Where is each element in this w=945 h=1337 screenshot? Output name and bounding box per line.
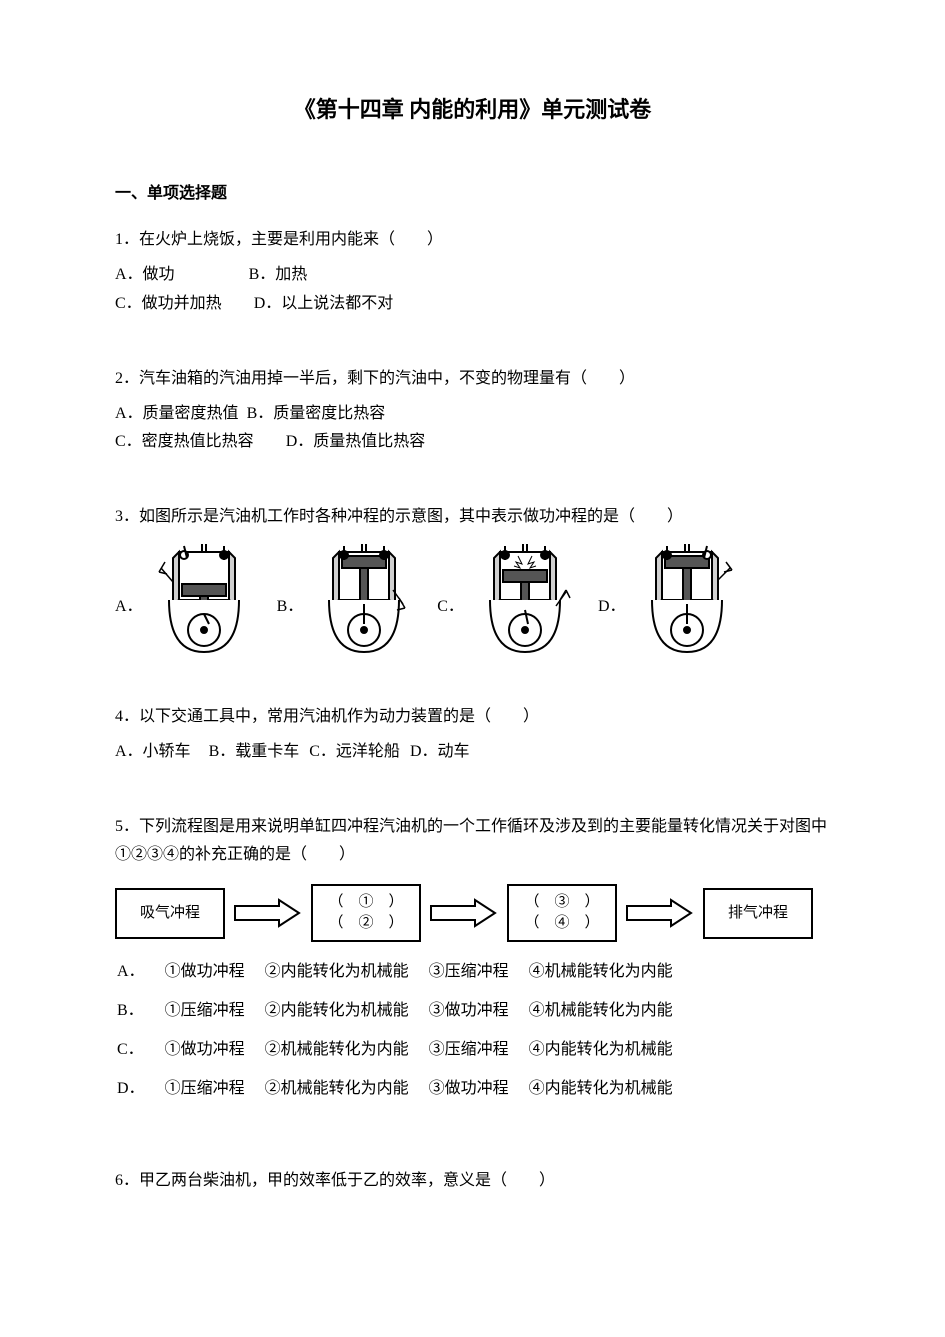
q4-opt-d: D．动车	[410, 738, 470, 767]
q2-opt-d: D．质量热值比热容	[286, 428, 426, 457]
engine-diagram-c-icon	[470, 542, 580, 657]
q5-flowchart: 吸气冲程 （ ① ） （ ② ） （ ③ ） （ ④ ） 排气冲程	[115, 884, 830, 942]
q5-opt-b: B． ①压缩冲程 ②内能转化为机械能 ③做功冲程 ④机械能转化为内能	[117, 997, 691, 1034]
q5-a-3: ③压缩冲程	[429, 958, 527, 995]
flow-box-2: （ ① ） （ ② ）	[311, 884, 421, 942]
q5-c-2: ②机械能转化为内能	[265, 1036, 427, 1073]
section-header-1: 一、单项选择题	[115, 180, 830, 209]
flow-box-1: 吸气冲程	[115, 888, 225, 939]
q2-stem: 2．汽车油箱的汽油用掉一半后，剩下的汽油中，不变的物理量有（ ）	[115, 365, 830, 394]
q3-diagram-row: A． B．	[115, 542, 830, 657]
question-6: 6．甲乙两台柴油机，甲的效率低于乙的效率，意义是（ ）	[115, 1167, 830, 1196]
q5-b-4: ④机械能转化为内能	[529, 997, 691, 1034]
q6-stem: 6．甲乙两台柴油机，甲的效率低于乙的效率，意义是（ ）	[115, 1167, 830, 1196]
q1-opt-c: C．做功并加热	[115, 290, 222, 319]
q5-d-2: ②机械能转化为内能	[265, 1075, 427, 1112]
question-3: 3．如图所示是汽油机工作时各种冲程的示意图，其中表示做功冲程的是（ ） A．	[115, 503, 830, 657]
arrow-right-icon	[429, 898, 499, 928]
q5-c-0: C．	[117, 1036, 163, 1073]
q5-d-1: ①压缩冲程	[165, 1075, 263, 1112]
q5-b-2: ②内能转化为机械能	[265, 997, 427, 1034]
q5-c-1: ①做功冲程	[165, 1036, 263, 1073]
flow-box-2-line2: （ ② ）	[327, 913, 405, 934]
q3-stem: 3．如图所示是汽油机工作时各种冲程的示意图，其中表示做功冲程的是（ ）	[115, 503, 830, 532]
q4-stem: 4．以下交通工具中，常用汽油机作为动力装置的是（ ）	[115, 703, 830, 732]
q1-stem: 1．在火炉上烧饭，主要是利用内能来（ ）	[115, 226, 830, 255]
engine-diagram-b-icon	[309, 542, 419, 657]
q3-opt-c-label: C．	[437, 593, 464, 657]
q5-b-1: ①压缩冲程	[165, 997, 263, 1034]
arrow-right-icon	[233, 898, 303, 928]
q4-opt-b: B．载重卡车	[209, 738, 300, 767]
page-title: 《第十四章 内能的利用》单元测试卷	[115, 90, 830, 130]
q5-options-table: A． ①做功冲程 ②内能转化为机械能 ③压缩冲程 ④机械能转化为内能 B． ①压…	[115, 956, 693, 1113]
q5-b-3: ③做功冲程	[429, 997, 527, 1034]
q5-d-3: ③做功冲程	[429, 1075, 527, 1112]
flow-box-4: 排气冲程	[703, 888, 813, 939]
question-4: 4．以下交通工具中，常用汽油机作为动力装置的是（ ） A．小轿车 B．载重卡车 …	[115, 703, 830, 767]
engine-diagram-d-icon	[632, 542, 742, 657]
flow-box-2-line1: （ ① ）	[327, 892, 405, 913]
question-1: 1．在火炉上烧饭，主要是利用内能来（ ） A．做功 B．加热 C．做功并加热 D…	[115, 226, 830, 318]
q1-opt-d: D．以上说法都不对	[254, 290, 394, 319]
q3-opt-a-label: A．	[115, 593, 143, 657]
q5-stem: 5．下列流程图是用来说明单缸四冲程汽油机的一个工作循环及涉及到的主要能量转化情况…	[115, 813, 830, 871]
question-2: 2．汽车油箱的汽油用掉一半后，剩下的汽油中，不变的物理量有（ ） A．质量密度热…	[115, 365, 830, 457]
q2-opt-a: A．质量密度热值	[115, 400, 239, 429]
q5-d-4: ④内能转化为机械能	[529, 1075, 691, 1112]
arrow-right-icon	[625, 898, 695, 928]
q5-opt-c: C． ①做功冲程 ②机械能转化为内能 ③压缩冲程 ④内能转化为机械能	[117, 1036, 691, 1073]
engine-diagram-a-icon	[149, 542, 259, 657]
q3-opt-d-label: D．	[598, 593, 626, 657]
q5-a-0: A．	[117, 958, 163, 995]
q3-opt-b-label: B．	[277, 593, 304, 657]
q5-c-4: ④内能转化为机械能	[529, 1036, 691, 1073]
q1-opt-a: A．做功	[115, 261, 175, 290]
q5-c-3: ③压缩冲程	[429, 1036, 527, 1073]
flow-box-3-line1: （ ③ ）	[523, 892, 601, 913]
question-5: 5．下列流程图是用来说明单缸四冲程汽油机的一个工作循环及涉及到的主要能量转化情况…	[115, 813, 830, 1114]
q1-opt-b: B．加热	[249, 261, 308, 290]
q4-opt-a: A．小轿车	[115, 738, 191, 767]
q2-opt-c: C．密度热值比热容	[115, 428, 254, 457]
q5-b-0: B．	[117, 997, 163, 1034]
q5-a-1: ①做功冲程	[165, 958, 263, 995]
q5-a-4: ④机械能转化为内能	[529, 958, 691, 995]
q5-opt-a: A． ①做功冲程 ②内能转化为机械能 ③压缩冲程 ④机械能转化为内能	[117, 958, 691, 995]
q2-opt-b: B．质量密度比热容	[247, 400, 386, 429]
q5-a-2: ②内能转化为机械能	[265, 958, 427, 995]
q4-opt-c: C．远洋轮船	[309, 738, 400, 767]
q5-d-0: D．	[117, 1075, 163, 1112]
q5-opt-d: D． ①压缩冲程 ②机械能转化为内能 ③做功冲程 ④内能转化为机械能	[117, 1075, 691, 1112]
flow-box-3-line2: （ ④ ）	[523, 913, 601, 934]
flow-box-3: （ ③ ） （ ④ ）	[507, 884, 617, 942]
